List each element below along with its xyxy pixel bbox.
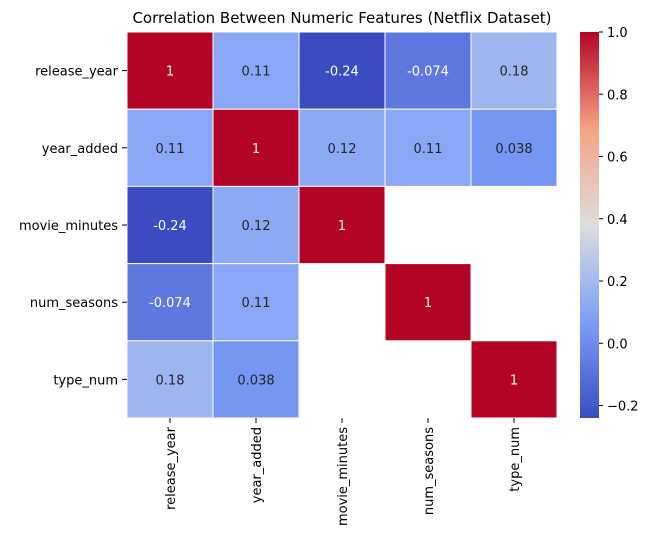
cell-value-label: 0.18 (156, 373, 185, 388)
colorbar-gradient (580, 32, 599, 418)
heatmap-cell-4-1 (212, 340, 300, 419)
heatmap-cell-3-0 (126, 263, 214, 342)
heatmap-cell-4-4 (470, 340, 558, 419)
column-tick-label: num_seasons (422, 427, 437, 515)
cell-value-label: 1 (252, 142, 260, 157)
heatmap-cell-0-3 (384, 31, 472, 110)
cell-value-label: 0.18 (500, 65, 529, 80)
heatmap-cell-0-0 (126, 31, 214, 110)
column-tick-label: year_added (250, 427, 265, 503)
heatmap-cell-1-3 (384, 108, 472, 187)
heatmap-annotations: 1 0.11 -0.24 -0.074 0.18 0.11 1 0.12 0.11 0.038 -0… (149, 65, 533, 389)
column-tick-label: release_year (164, 426, 179, 510)
colorbar: 1.0 0.8 0.6 0.4 0.2 0.0 −0.2 (580, 26, 639, 418)
heatmap-cell-2-2 (298, 185, 386, 265)
cell-value-label: 1 (166, 65, 174, 80)
row-tick-label: num_seasons (30, 296, 118, 311)
row-tick-label: movie_minutes (19, 219, 118, 234)
row-tick-label: type_num (53, 373, 118, 388)
cell-value-label: -0.24 (325, 65, 359, 80)
colorbar-tick-label: 0.8 (607, 88, 628, 103)
cell-value-label: 0.11 (414, 142, 443, 157)
cell-value-label: 0.12 (242, 219, 271, 234)
cell-value-label: 1 (510, 373, 518, 388)
colorbar-tick-label: 0.2 (607, 275, 628, 290)
row-tick-labels: release_year year_added movie_minutes num_s… (19, 65, 127, 388)
colorbar-tick-label: 0.0 (607, 337, 628, 352)
cell-value-label: 0.038 (237, 373, 274, 388)
cell-value-label: 1 (424, 296, 432, 311)
cell-value-label: 0.11 (242, 65, 271, 80)
heatmap-cell-4-0 (126, 340, 214, 419)
column-tick-label: type_num (508, 427, 523, 492)
cell-value-label: 0.038 (495, 142, 532, 157)
heatmap-cell-0-1 (212, 31, 300, 110)
cell-value-label: 0.11 (156, 142, 185, 157)
chart-title: Correlation Between Numeric Features (Ne… (132, 9, 551, 27)
heatmap-cell-0-2 (298, 31, 386, 110)
heatmap-cell-1-0 (126, 108, 214, 187)
heatmap-cell-1-2 (298, 108, 386, 187)
colorbar-tick-label: 1.0 (607, 26, 628, 41)
cell-value-label: 0.12 (328, 142, 357, 157)
cell-value-label: 0.11 (242, 296, 271, 311)
colorbar-tick-label: 0.6 (607, 151, 628, 166)
heatmap-cell-3-1 (212, 263, 300, 342)
row-tick-label: year_added (42, 142, 118, 157)
cell-value-label: -0.074 (149, 296, 191, 311)
colorbar-tick-label: 0.4 (607, 213, 628, 228)
heatmap-cell-0-4 (470, 31, 558, 110)
cell-value-label: -0.074 (407, 65, 449, 80)
column-tick-labels: release_year year_added movie_minutes num_s… (164, 418, 523, 526)
cell-value-label: 1 (338, 219, 346, 234)
cell-value-label: -0.24 (153, 219, 187, 234)
heatmap-cell-3-3 (384, 263, 472, 342)
column-tick-label: movie_minutes (336, 427, 351, 526)
heatmap-cell-1-4 (470, 108, 558, 187)
heatmap-cells (126, 31, 558, 419)
heatmap-cell-2-1 (212, 185, 300, 265)
row-tick-label: release_year (35, 65, 119, 80)
colorbar-tick-label: −0.2 (607, 400, 639, 415)
